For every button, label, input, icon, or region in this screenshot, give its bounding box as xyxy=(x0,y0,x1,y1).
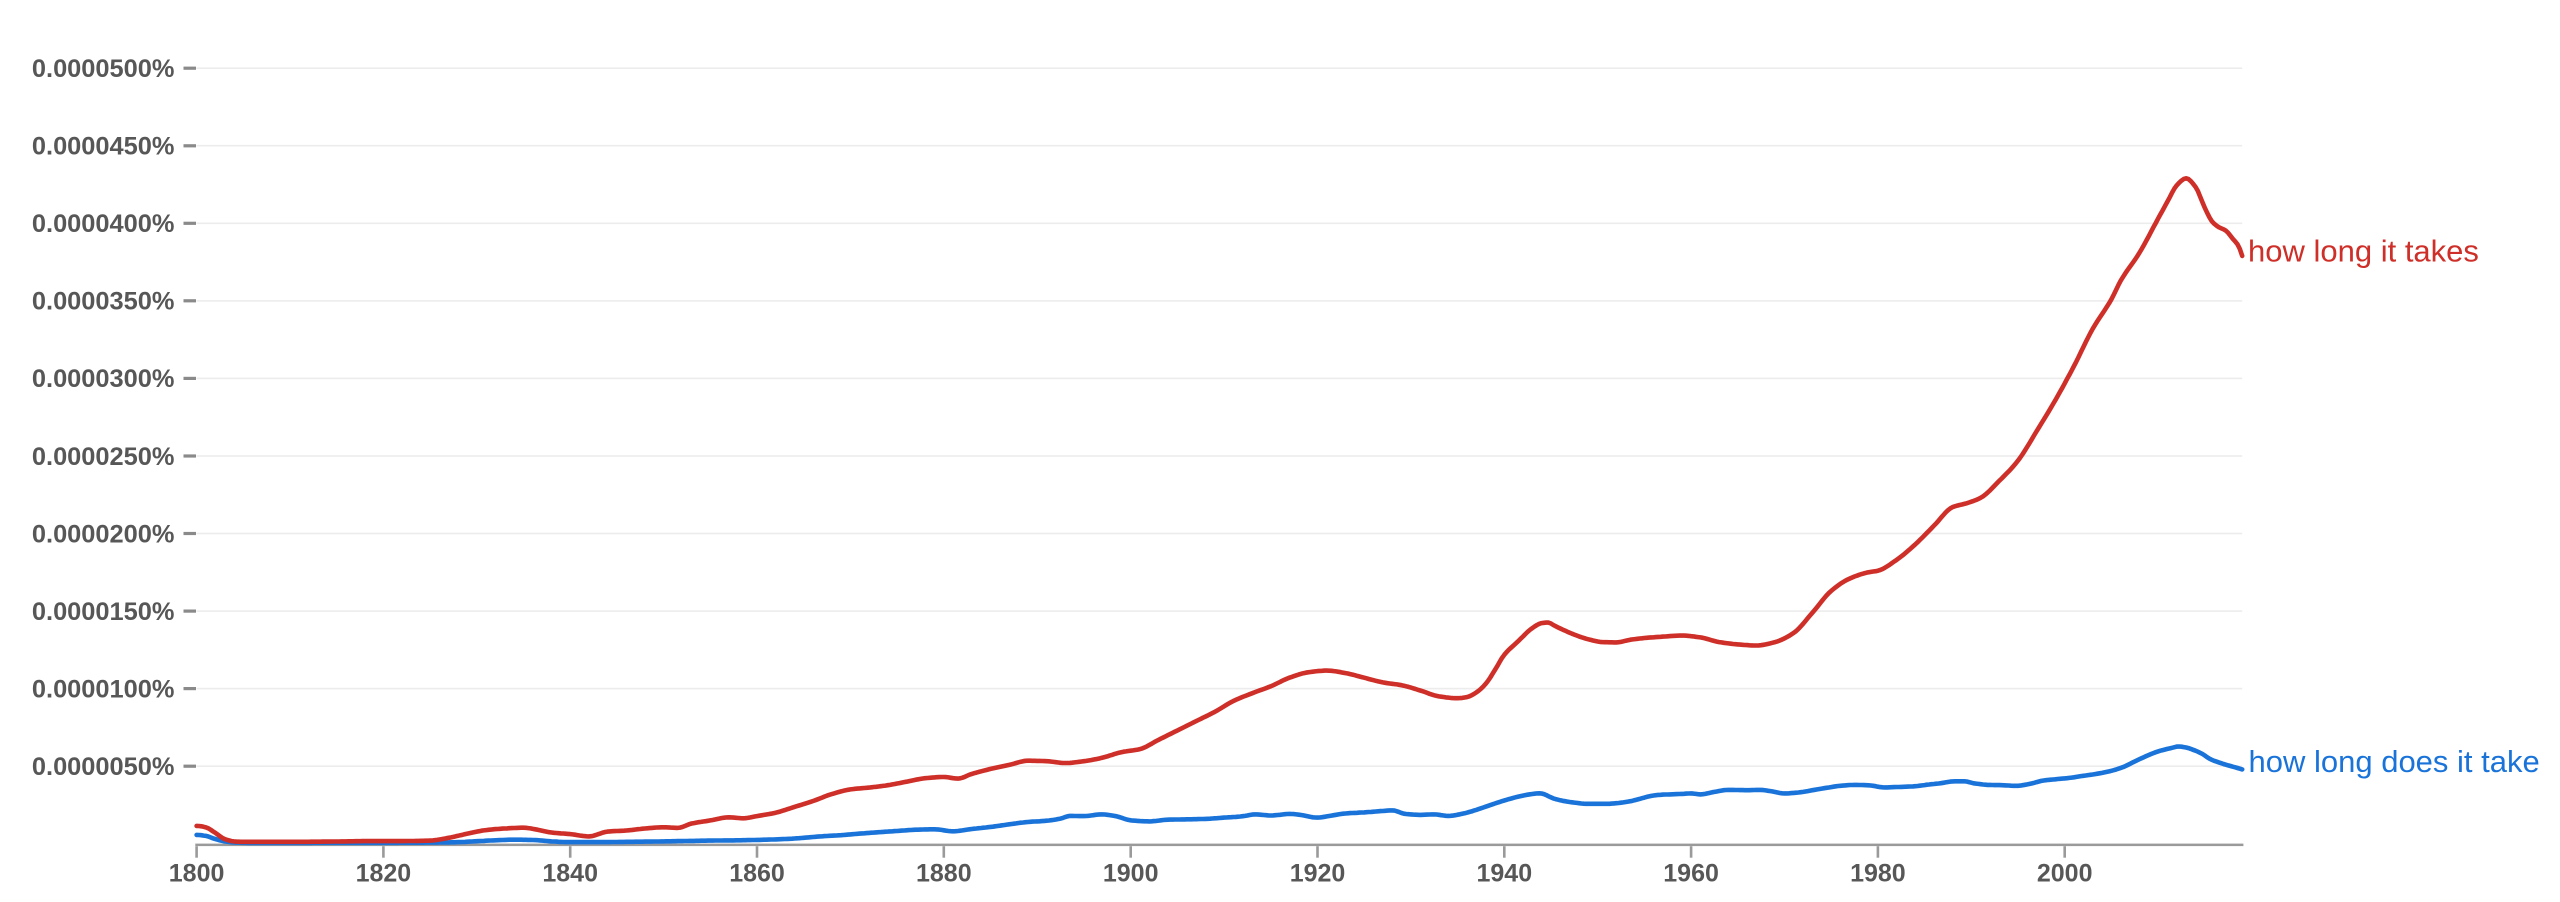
svg-text:2000: 2000 xyxy=(2037,860,2093,888)
svg-text:1920: 1920 xyxy=(1290,860,1346,888)
svg-text:0.0000450%: 0.0000450% xyxy=(32,133,175,161)
svg-text:1860: 1860 xyxy=(729,860,785,888)
svg-text:1980: 1980 xyxy=(1850,860,1906,888)
svg-text:1800: 1800 xyxy=(169,860,225,888)
svg-text:0.0000100%: 0.0000100% xyxy=(32,675,175,703)
svg-text:0.0000500%: 0.0000500% xyxy=(32,55,175,83)
svg-text:1900: 1900 xyxy=(1103,860,1159,888)
svg-text:0.0000200%: 0.0000200% xyxy=(32,520,175,548)
svg-text:1820: 1820 xyxy=(356,860,412,888)
svg-text:0.0000400%: 0.0000400% xyxy=(32,210,175,238)
svg-text:0.0000050%: 0.0000050% xyxy=(32,753,175,781)
svg-text:1960: 1960 xyxy=(1663,860,1719,888)
svg-text:0.0000300%: 0.0000300% xyxy=(32,365,175,393)
svg-text:how long it takes: how long it takes xyxy=(2248,234,2479,269)
svg-text:1840: 1840 xyxy=(542,860,598,888)
svg-text:how long does it take: how long does it take xyxy=(2249,744,2540,779)
svg-text:0.0000350%: 0.0000350% xyxy=(32,288,175,316)
svg-text:1940: 1940 xyxy=(1476,860,1532,888)
svg-text:1880: 1880 xyxy=(916,860,972,888)
svg-text:0.0000150%: 0.0000150% xyxy=(32,598,175,626)
svg-text:0.0000250%: 0.0000250% xyxy=(32,443,175,471)
